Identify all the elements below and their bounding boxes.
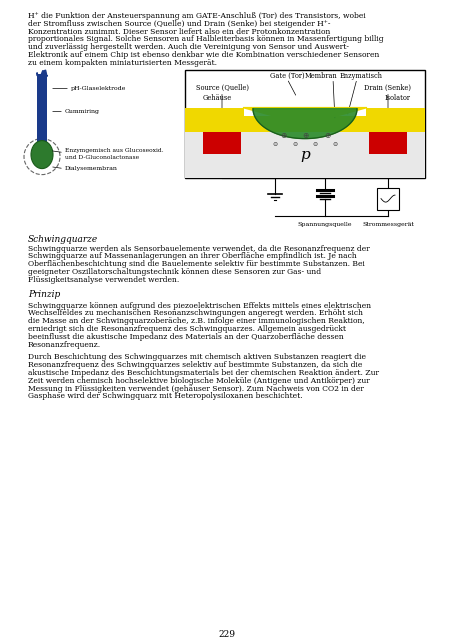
Text: n: n <box>383 136 393 150</box>
Text: Gehäuse: Gehäuse <box>203 93 232 102</box>
Text: Schwingquarze werden als Sensorbauelemente verwendet, da die Resonanzfrequenz de: Schwingquarze werden als Sensorbauelemen… <box>28 244 370 253</box>
Text: 229: 229 <box>218 630 235 639</box>
Bar <box>369 132 407 154</box>
Bar <box>185 70 425 177</box>
Polygon shape <box>253 109 357 139</box>
Bar <box>377 188 399 210</box>
Text: Oberflächenbeschichtung sind die Bauelemente selektiv für bestimmte Substanzen. : Oberflächenbeschichtung sind die Bauelem… <box>28 260 365 268</box>
Text: Membran: Membran <box>304 72 337 79</box>
Text: Schwingquarze auf Massenanlagerungen an ihrer Oberfläche empfindlich ist. Je nac: Schwingquarze auf Massenanlagerungen an … <box>28 252 357 260</box>
Text: Konzentration zunimmt. Dieser Sensor liefert also ein der Protonkonzentration: Konzentration zunimmt. Dieser Sensor lie… <box>28 28 330 36</box>
Text: beeinflusst die akustische Impedanz des Materials an der Quarzoberfläche dessen: beeinflusst die akustische Impedanz des … <box>28 333 344 341</box>
Text: Source (Quelle): Source (Quelle) <box>196 84 249 92</box>
Text: Enzymatisch: Enzymatisch <box>339 72 382 79</box>
Text: Prinzip: Prinzip <box>28 289 60 299</box>
Polygon shape <box>243 108 367 129</box>
Text: zu einem kompakten miniaturisierten Messgerät.: zu einem kompakten miniaturisierten Mess… <box>28 59 217 67</box>
Text: Resonanzfrequenz des Schwingquarzes selektiv auf bestimmte Substanzen, da sich d: Resonanzfrequenz des Schwingquarzes sele… <box>28 361 362 369</box>
Text: Zeit werden chemisch hochselektive biologische Moleküle (Antigene und Antikörper: Zeit werden chemisch hochselektive biolo… <box>28 377 370 385</box>
Bar <box>185 132 425 177</box>
Text: ⊖: ⊖ <box>333 142 337 147</box>
Text: ⊖: ⊖ <box>292 142 298 147</box>
Text: pH-Glaselektrode: pH-Glaselektrode <box>71 86 126 91</box>
Text: ⊕: ⊕ <box>302 131 308 140</box>
Text: erniedrigt sich die Resonanzfrequenz des Schwingquarzes. Allgemein ausgedrückt: erniedrigt sich die Resonanzfrequenz des… <box>28 325 346 333</box>
Text: geeigneter Oszillatorschaltungstechnik können diese Sensoren zur Gas- und: geeigneter Oszillatorschaltungstechnik k… <box>28 268 321 276</box>
Text: Gasphase wird der Schwingquarz mit Heteropolysiloxanen beschichtet.: Gasphase wird der Schwingquarz mit Heter… <box>28 392 303 401</box>
Bar <box>185 116 425 132</box>
Text: und D-Gluconolactonase: und D-Gluconolactonase <box>65 155 139 160</box>
Text: Durch Beschichtung des Schwingquarzes mit chemisch aktiven Substanzen reagiert d: Durch Beschichtung des Schwingquarzes mi… <box>28 353 366 362</box>
Text: ⊕: ⊕ <box>280 131 286 140</box>
Bar <box>203 132 241 154</box>
Bar <box>185 108 244 118</box>
Text: p: p <box>300 148 310 161</box>
Text: der Stromfluss zwischen Source (Quelle) und Drain (Senke) bei steigender H⁺-: der Stromfluss zwischen Source (Quelle) … <box>28 20 331 28</box>
Text: Resonanzfrequenz.: Resonanzfrequenz. <box>28 340 101 349</box>
Text: Enzymgemisch aus Glucoseoxid.: Enzymgemisch aus Glucoseoxid. <box>65 148 164 153</box>
Text: ⊖: ⊖ <box>313 142 318 147</box>
Text: Gate (Tor): Gate (Tor) <box>270 72 304 79</box>
Text: ⊖: ⊖ <box>272 142 278 147</box>
Text: Gummiring: Gummiring <box>65 109 100 114</box>
Text: Schwingquarze können aufgrund des piezoelektrischen Effekts mittels eines elektr: Schwingquarze können aufgrund des piezoe… <box>28 301 371 310</box>
Text: H⁺ die Funktion der Ansteuerspannung am GATE-Anschluß (Tor) des Transistors, wob: H⁺ die Funktion der Ansteuerspannung am … <box>28 12 366 20</box>
Text: die Masse an der Schwingquarzoberäche, z.B. infolge einer immunologischen Reakti: die Masse an der Schwingquarzoberäche, z… <box>28 317 365 325</box>
Text: und zuverlässig hergestellt werden. Auch die Vereinigung von Sensor und Auswert-: und zuverlässig hergestellt werden. Auch… <box>28 44 349 51</box>
Text: Drain (Senke): Drain (Senke) <box>365 84 411 92</box>
Ellipse shape <box>31 141 53 168</box>
Text: Flüssigkeitsanalyse verwendet werden.: Flüssigkeitsanalyse verwendet werden. <box>28 276 179 284</box>
Text: Wechselfeldes zu mechanischen Resonanzschwingungen angeregt werden. Erhöht sich: Wechselfeldes zu mechanischen Resonanzsc… <box>28 309 363 317</box>
Bar <box>366 108 425 118</box>
Text: Messung in Flüssigkeiten verwendet (gehäuser Sensor). Zum Nachweis von CO2 in de: Messung in Flüssigkeiten verwendet (gehä… <box>28 385 364 392</box>
Text: ⊕: ⊕ <box>324 131 330 140</box>
Text: Schwingquarze: Schwingquarze <box>28 235 98 244</box>
Text: Elektronik auf einem Chip ist ebenso denkbar wie die Kombination verschiedener S: Elektronik auf einem Chip ist ebenso den… <box>28 51 379 59</box>
Text: Isolator: Isolator <box>385 93 411 102</box>
Text: Spannungsquelle: Spannungsquelle <box>298 221 352 227</box>
Text: Strommessgerät: Strommessgerät <box>362 221 414 227</box>
Text: n: n <box>217 136 227 150</box>
Text: proportionales Signal. Solche Sensoren auf Halbleiterbasis können in Massenferti: proportionales Signal. Solche Sensoren a… <box>28 35 384 44</box>
Polygon shape <box>37 70 47 77</box>
Text: Dialysemembran: Dialysemembran <box>65 166 118 171</box>
Bar <box>37 74 47 141</box>
Text: akustische Impedanz des Beschichtungsmaterials bei der chemischen Reaktion änder: akustische Impedanz des Beschichtungsmat… <box>28 369 379 377</box>
